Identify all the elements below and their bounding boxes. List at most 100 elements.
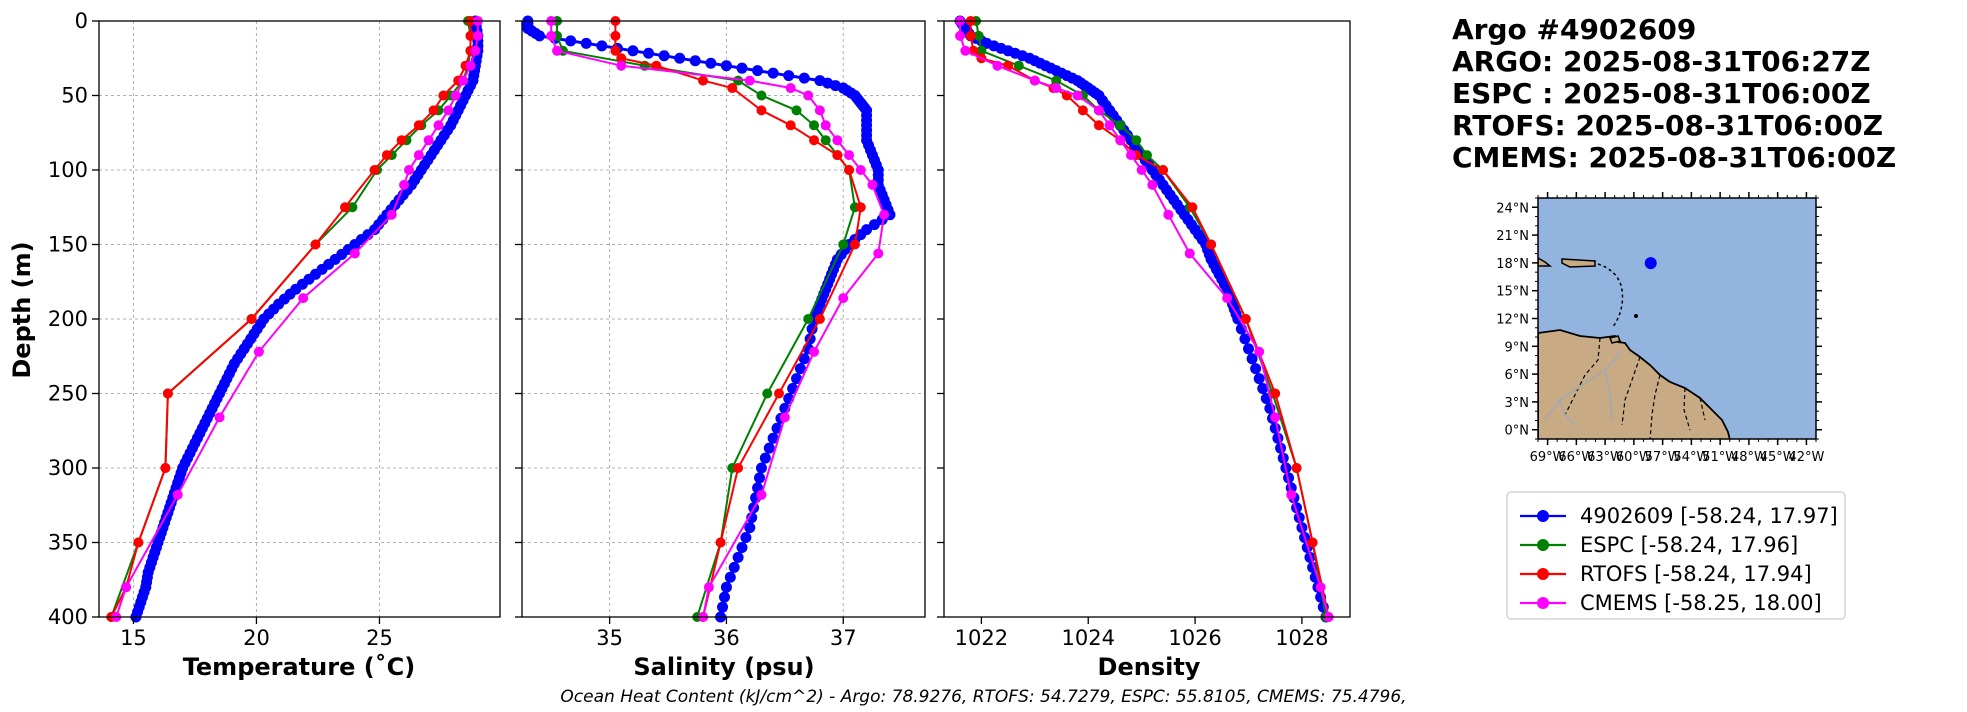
float-location-marker: [1644, 257, 1657, 270]
4902609-point: [534, 30, 546, 42]
rtofs-point: [1240, 314, 1251, 324]
4902609-point: [717, 601, 729, 613]
cmems-time: CMEMS: 2025-08-31T06:00Z: [1452, 141, 1897, 174]
cmems-point: [955, 30, 966, 41]
cmems-point: [1051, 83, 1062, 94]
cmems-point: [779, 412, 790, 423]
location-map: 69°W66°W63°W60°W57°W54°W51°W48°W45°W42°W…: [1496, 192, 1825, 465]
4902609-point: [596, 40, 608, 52]
rtofs-point: [1187, 202, 1198, 213]
cmems-point: [855, 165, 866, 175]
rtofs-point: [413, 120, 424, 131]
y-tick-label: 150: [48, 233, 88, 257]
legend-label: RTOFS [-58.24, 17.94]: [1580, 562, 1812, 586]
cmems-point: [1286, 489, 1297, 500]
map-lon-label: 42°W: [1788, 450, 1824, 465]
y-tick-label: 200: [48, 307, 88, 331]
cmems-point: [121, 582, 132, 593]
density-axis-label: Density: [1098, 653, 1201, 681]
cmems-point: [1115, 135, 1126, 146]
cmems-point: [1163, 209, 1174, 220]
cmems-point: [803, 90, 814, 101]
4902609-point: [868, 219, 880, 231]
4902609-point: [732, 551, 744, 563]
legend-marker: [1537, 510, 1549, 522]
cmems-point: [470, 45, 481, 56]
4902609-point: [689, 55, 701, 67]
x-tick-label: 37: [830, 626, 857, 650]
espc-point: [347, 202, 358, 213]
map-lon-label: 66°W: [1558, 450, 1594, 465]
rtofs-point: [1291, 463, 1302, 473]
4902609-point: [736, 541, 748, 553]
map-ticks: 69°W66°W63°W60°W57°W54°W51°W48°W45°W42°W…: [1496, 192, 1825, 465]
map-lon-label: 63°W: [1587, 450, 1623, 465]
cmems-point: [552, 45, 563, 56]
4902609-point: [767, 432, 779, 444]
cmems-point: [403, 165, 414, 175]
ocean-heat-content: Ocean Heat Content (kJ/cm^2) - Argo: 78.…: [560, 687, 1407, 707]
cmems-point: [472, 30, 483, 41]
x-tick-label: 35: [596, 626, 623, 650]
cmems-point: [546, 30, 557, 41]
map-lon-label: 60°W: [1616, 450, 1652, 465]
rtofs-point: [428, 105, 439, 116]
cmems-point: [465, 60, 476, 71]
cmems-point: [1136, 165, 1147, 175]
rtofs-point: [698, 75, 709, 86]
salinity-axis-label: Salinity (psu): [633, 653, 814, 681]
rtofs-line: [969, 21, 1330, 618]
rtofs-point: [844, 165, 855, 175]
rtofs-point: [396, 135, 407, 146]
4902609-point: [1253, 373, 1265, 385]
espc-point: [791, 105, 802, 116]
4902609-point: [580, 37, 592, 49]
espc-point: [1115, 120, 1126, 131]
x-tick-label: 1024: [1062, 626, 1115, 650]
cmems-point: [873, 248, 884, 259]
rtofs-point: [340, 202, 351, 213]
cmems-point: [172, 489, 183, 500]
map-lat-label: 9°N: [1505, 340, 1530, 355]
rtofs-point: [651, 60, 662, 71]
rtofs-point: [1158, 165, 1169, 175]
cmems-point: [809, 346, 820, 357]
cmems-point: [1270, 412, 1281, 423]
cmems-point: [820, 120, 831, 131]
map-lon-label: 51°W: [1702, 450, 1738, 465]
map-dot-islands: [1634, 314, 1638, 318]
cmems-point: [744, 75, 755, 86]
4902609-point: [752, 65, 764, 77]
cmems-point: [1104, 120, 1115, 131]
map-lat-label: 24°N: [1496, 201, 1529, 216]
legend-marker: [1537, 597, 1549, 609]
cmems-point: [1254, 346, 1265, 357]
4902609-point: [1243, 343, 1254, 355]
4902609-point: [643, 47, 655, 59]
y-tick-label: 100: [48, 158, 88, 182]
cmems-point: [443, 105, 454, 116]
rtofs-point: [1093, 120, 1104, 131]
map-lat-label: 21°N: [1496, 229, 1529, 244]
espc-line: [556, 21, 856, 618]
4902609-point: [1246, 353, 1258, 365]
map-land-venezuela-coast: [1561, 258, 1596, 268]
4902609-point: [759, 452, 771, 464]
temperature-axis-label: Temperature (˚C): [183, 653, 416, 681]
4902609-point: [1257, 383, 1269, 395]
cmems-point: [433, 120, 444, 131]
rtofs-point: [1077, 105, 1088, 116]
4902609-point: [627, 45, 639, 57]
4902609-point: [794, 363, 806, 375]
4902609-line: [134, 20, 480, 618]
salinity-panel: 35 36 37: [515, 15, 926, 650]
rtofs-point: [855, 202, 866, 213]
rtofs-point: [773, 388, 784, 399]
rtofs-point: [733, 463, 744, 473]
cmems-point: [960, 45, 971, 56]
rtofs-point: [610, 45, 621, 56]
rtofs-point: [809, 135, 820, 146]
rtofs-point: [814, 314, 825, 324]
map-lat-label: 0°N: [1505, 424, 1530, 439]
